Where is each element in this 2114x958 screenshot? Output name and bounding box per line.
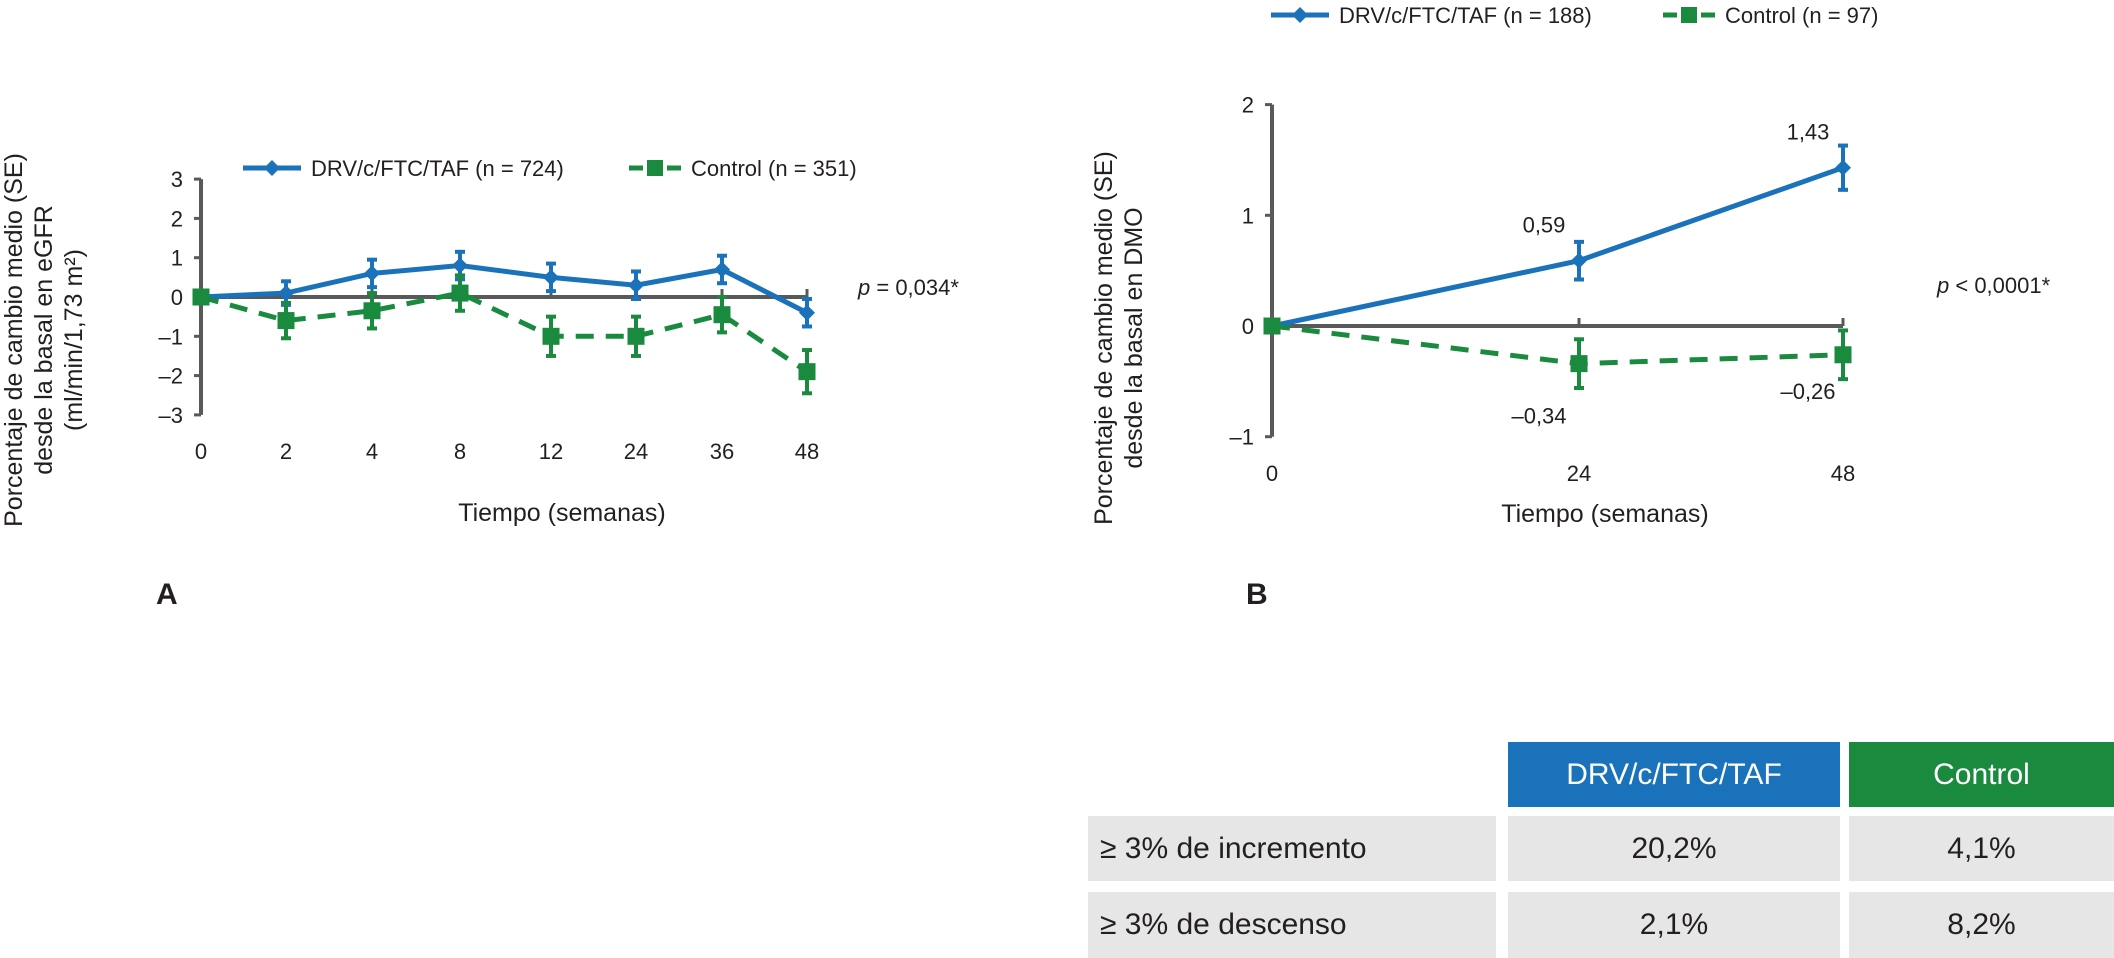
legend-drv: DRV/c/FTC/TAF (n = 724) (311, 156, 564, 181)
table-cell-drv: 2,1% (1508, 892, 1840, 958)
control-series-line (200, 290, 809, 374)
drv-data-point (1571, 252, 1587, 269)
drv-data-point (452, 257, 468, 274)
legend-square-marker (647, 160, 663, 176)
x-tick-label: 24 (1567, 461, 1591, 486)
y-tick-label: –1 (1230, 425, 1254, 450)
panel-label-a: A (156, 578, 178, 611)
panel-label-b: B (1246, 578, 1268, 611)
drv-data-point (1835, 159, 1851, 176)
y-axis-title: Porcentaje de cambio medio (SE) (1090, 151, 1118, 525)
p-value-annotation: p < 0,0001* (1936, 273, 2051, 298)
x-axis-title: Tiempo (semanas) (458, 499, 665, 527)
drv-data-point (364, 265, 380, 282)
legend-square-marker (1681, 7, 1697, 23)
data-label: 0,59 (1523, 213, 1566, 238)
y-tick-label: 3 (171, 167, 183, 192)
legend-drv: DRV/c/FTC/TAF (n = 188) (1339, 3, 1592, 28)
y-tick-label: –1 (159, 324, 183, 349)
x-tick-label: 24 (624, 439, 648, 464)
control-data-point (277, 312, 295, 330)
control-data-point (798, 363, 816, 381)
x-tick-label: 48 (795, 439, 819, 464)
y-tick-label: 2 (171, 206, 183, 231)
legend-diamond-marker (1292, 7, 1308, 23)
table-row-label: ≥ 3% de incremento (1088, 816, 1496, 881)
control-data-point (1834, 346, 1852, 364)
control-data-point (542, 327, 560, 345)
x-tick-label: 48 (1831, 461, 1855, 486)
legend-control: Control (n = 351) (691, 156, 857, 181)
y-axis-title: Porcentaje de cambio medio (SE) (0, 153, 28, 527)
legend-diamond-marker (264, 160, 280, 176)
y-tick-label: 1 (171, 246, 183, 271)
control-data-point (1570, 355, 1588, 373)
y-tick-label: 0 (171, 285, 183, 310)
drv-series-line (1271, 165, 1844, 329)
y-tick-label: –3 (159, 403, 183, 428)
x-tick-label: 12 (539, 439, 563, 464)
table-cell-control: 4,1% (1849, 816, 2114, 881)
x-tick-label: 4 (366, 439, 378, 464)
y-tick-label: 2 (1242, 93, 1254, 118)
table-header-control: Control (1849, 742, 2114, 807)
table-cell-drv: 20,2% (1508, 816, 1840, 881)
x-tick-label: 0 (195, 439, 207, 464)
control-series-line (1271, 323, 1844, 367)
x-axis-title: Tiempo (semanas) (1501, 500, 1708, 528)
drv-data-point (543, 269, 559, 286)
y-tick-label: 0 (1242, 314, 1254, 339)
x-tick-label: 0 (1266, 461, 1278, 486)
y-axis-title: desde la basal en eGFR (30, 205, 58, 475)
x-tick-label: 36 (710, 439, 734, 464)
control-data-point (363, 302, 381, 320)
control-data-point (451, 284, 469, 302)
table-cell-control: 8,2% (1849, 892, 2114, 958)
drv-data-point (714, 261, 730, 278)
control-data-point (713, 306, 731, 324)
drv-series-line (200, 263, 809, 315)
data-label: –0,34 (1511, 404, 1566, 429)
y-axis-title: desde la basal en DMO (1120, 207, 1148, 468)
drv-data-point (799, 304, 815, 321)
control-data-point (627, 327, 645, 345)
legend-control: Control (n = 97) (1725, 3, 1878, 28)
table-header-drv: DRV/c/FTC/TAF (1508, 742, 1840, 807)
x-tick-label: 8 (454, 439, 466, 464)
data-label: –0,26 (1780, 379, 1835, 404)
drv-data-point (628, 277, 644, 294)
p-value-annotation: p = 0,034* (857, 275, 959, 300)
data-label: 1,43 (1787, 120, 1830, 145)
table-row-label: ≥ 3% de descenso (1088, 892, 1496, 958)
y-tick-label: –2 (159, 364, 183, 389)
x-tick-label: 2 (280, 439, 292, 464)
y-tick-label: 1 (1242, 203, 1254, 228)
control-data-point (192, 288, 210, 306)
control-data-point (1263, 317, 1281, 335)
drv-data-point (278, 285, 294, 302)
y-axis-title: (ml/min/1,73 m²) (60, 249, 88, 431)
